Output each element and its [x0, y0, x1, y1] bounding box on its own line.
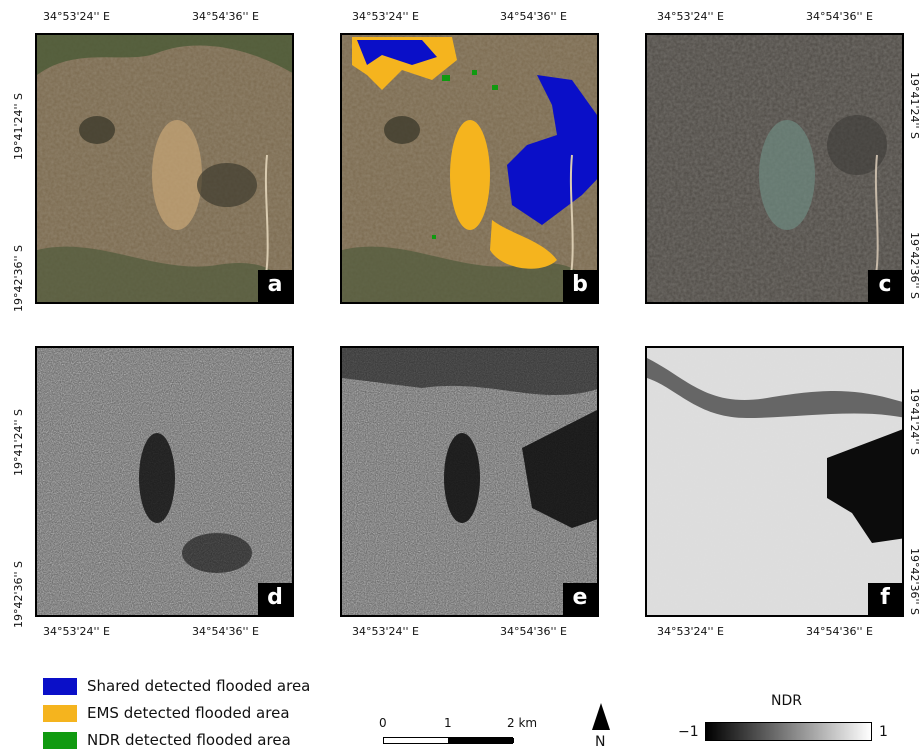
panel-d-sar-pre: d	[35, 346, 294, 617]
panel-b-flood-overlay: b	[340, 33, 599, 304]
colorbar-max-label: 1	[879, 724, 888, 740]
panel-d-label: d	[258, 583, 292, 615]
panel-e-sar-post: e	[340, 346, 599, 617]
colorbar-gradient	[705, 722, 872, 741]
colorbar-title: NDR	[771, 693, 802, 709]
lon-tick-e-left: 34°53'24'' E	[352, 625, 420, 638]
lon-tick-d-right: 34°54'36'' E	[192, 625, 260, 638]
scale-tick-0: 0	[379, 716, 387, 730]
legend-swatch-shared	[43, 677, 77, 695]
legend-item-shared: Shared detected flooded area	[43, 675, 310, 697]
panel-f-image	[647, 348, 902, 615]
lat-tick-bottom-row-upper: 19°41'24'' S	[12, 408, 25, 476]
colorbar-min-label: −1	[678, 724, 699, 740]
north-arrow-icon	[592, 703, 610, 730]
panel-f-ndr: f	[645, 346, 904, 617]
legend-item-ems: EMS detected flooded area	[43, 702, 290, 724]
legend-label-ndr: NDR detected flooded area	[87, 731, 291, 749]
lat-tick-right-top-upper: 19°41'24'' S	[908, 72, 921, 140]
scale-bar-white-segment	[384, 738, 448, 743]
panel-b-label: b	[563, 270, 597, 302]
lat-tick-bottom-row-lower: 19°42'36'' S	[12, 560, 25, 628]
lat-tick-right-top-lower: 19°42'36'' S	[908, 232, 921, 300]
scale-tick-2: 2 km	[507, 716, 538, 730]
legend-item-ndr: NDR detected flooded area	[43, 729, 291, 751]
panel-c-rgb-post: c	[645, 33, 904, 304]
panel-a-rgb-pre: a	[35, 33, 294, 304]
panel-f-label: f	[868, 583, 902, 615]
legend-label-ems: EMS detected flooded area	[87, 704, 290, 722]
lon-tick-d-left: 34°53'24'' E	[43, 625, 111, 638]
scale-bar	[383, 737, 514, 744]
panel-e-image	[342, 348, 597, 615]
legend-swatch-ems	[43, 704, 77, 722]
lon-tick-c-left: 34°53'24'' E	[657, 10, 725, 23]
lon-tick-a-left: 34°53'24'' E	[43, 10, 111, 23]
scale-bar-black-segment	[448, 738, 514, 743]
lon-tick-f-left: 34°53'24'' E	[657, 625, 725, 638]
panel-d-image	[37, 348, 292, 615]
panel-c-label: c	[868, 270, 902, 302]
lat-tick-right-bottom-upper: 19°41'24'' S	[908, 388, 921, 456]
lon-tick-e-right: 34°54'36'' E	[500, 625, 568, 638]
lon-tick-b-left: 34°53'24'' E	[352, 10, 420, 23]
legend-label-shared: Shared detected flooded area	[87, 677, 311, 695]
lon-tick-a-right: 34°54'36'' E	[192, 10, 260, 23]
panel-e-label: e	[563, 583, 597, 615]
panel-a-label: a	[258, 270, 292, 302]
panel-b-image	[342, 35, 597, 302]
lat-tick-top-row-upper: 19°41'24'' S	[12, 92, 25, 160]
panel-a-image	[37, 35, 292, 302]
lon-tick-f-right: 34°54'36'' E	[806, 625, 874, 638]
lat-tick-right-bottom-lower: 19°42'36'' S	[908, 548, 921, 616]
panel-c-image	[647, 35, 902, 302]
north-arrow-label: N	[595, 734, 606, 750]
lon-tick-b-right: 34°54'36'' E	[500, 10, 568, 23]
legend-swatch-ndr	[43, 731, 77, 749]
lat-tick-top-row-lower: 19°42'36'' S	[12, 244, 25, 312]
scale-tick-1: 1	[444, 716, 452, 730]
lon-tick-c-right: 34°54'36'' E	[806, 10, 874, 23]
